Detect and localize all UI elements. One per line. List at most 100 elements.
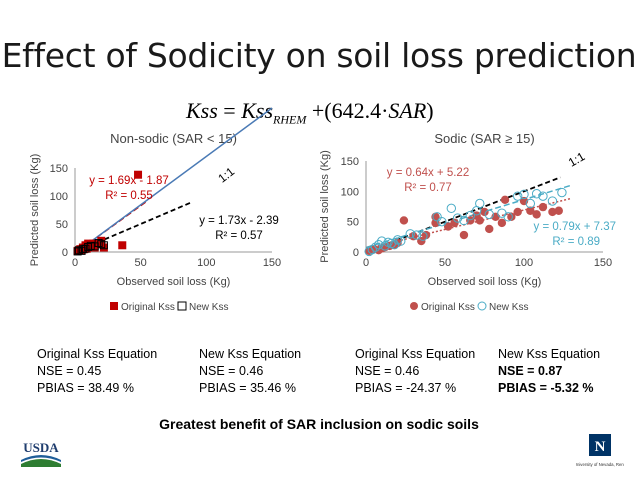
sodic-point-new — [475, 198, 485, 209]
sodic-equation-0: y = 0.64x + 5.22 — [387, 167, 469, 179]
nonsodic-legend-label-0: Original Kss — [121, 302, 175, 313]
formula-close: ) — [426, 98, 434, 123]
stats-heading: New Kss Equation — [498, 347, 601, 361]
nonsodic-x-tick-label: 150 — [263, 257, 281, 269]
university-logo: N University of Nevada, Reno — [576, 434, 624, 467]
sodic-point-new — [446, 203, 457, 214]
sodic-point-original — [480, 207, 489, 217]
sodic-point-original — [538, 202, 548, 212]
formula-rhs-sub: RHEM — [273, 112, 307, 127]
nonsodic-one-to-one-label: 1:1 — [215, 164, 237, 186]
sodic-point-original — [532, 210, 541, 219]
nonsodic-y-axis-label: Predicted soil loss (Kg) — [29, 154, 41, 267]
stats-heading: Original Kss Equation — [37, 347, 158, 361]
sodic-y-tick-label: 50 — [347, 217, 359, 229]
sodic-legend-marker-0 — [410, 302, 418, 310]
kss-formula: Kss = KssRHEM +(642.4·SAR) — [186, 98, 434, 127]
sodic-point-new — [370, 242, 381, 252]
nonsodic-legend-marker-1 — [177, 301, 187, 311]
sodic-point-new — [525, 198, 536, 209]
nonsodic-chart-title: Non-sodic (SAR < 15) — [110, 131, 237, 146]
sodic-point-new — [503, 212, 513, 222]
nonsodic-point-new — [81, 244, 90, 253]
sodic-point-original — [548, 207, 557, 217]
sodic-legend-label-1: New Kss — [489, 302, 528, 313]
formula-lhs: Kss — [186, 98, 218, 123]
nonsodic-x-axis-label: Observed soil loss (Kg) — [117, 276, 231, 288]
formula-sar: SAR — [388, 98, 427, 123]
sodic-y-tick-label: 0 — [353, 247, 359, 259]
sodic-point-new — [396, 236, 406, 246]
sodic-point-original — [554, 206, 563, 215]
sodic-x-tick-label: 100 — [515, 257, 533, 269]
sodic-point-new — [484, 209, 494, 220]
nonsodic-legend-marker-0 — [110, 302, 118, 310]
sodic-point-original — [450, 218, 459, 228]
slide-title: Effect of Sodicity on soil loss predicti… — [1, 36, 637, 75]
nonsodic-equation-1: y = 1.73x - 2.39 — [199, 215, 279, 227]
sodic-point-original — [421, 230, 431, 240]
nonsodic-point-new — [78, 245, 87, 254]
nonsodic-point-new — [99, 241, 108, 250]
sodic-point-original — [459, 230, 469, 240]
sodic-point-new — [411, 230, 422, 240]
sodic-one-to-one-label: 1:1 — [566, 149, 588, 170]
formula-dot: · — [381, 98, 389, 123]
stats-nse: NSE = 0.87 — [498, 364, 563, 378]
sodic-point-new — [531, 189, 542, 199]
stats-heading: New Kss Equation — [199, 347, 302, 361]
stats-pbias: PBIAS = -5.32 % — [498, 381, 594, 395]
nonsodic-point-new — [97, 240, 106, 249]
stats-sodic-new: New Kss Equation NSE = 0.87 PBIAS = -5.3… — [498, 346, 600, 397]
stats-pbias: PBIAS = 38.49 % — [37, 381, 134, 395]
sodic-point-new — [465, 210, 475, 221]
nonsodic-point-new — [94, 239, 103, 248]
sodic-point-new — [367, 244, 378, 255]
stats-pbias: PBIAS = -24.37 % — [355, 381, 457, 395]
sodic-equation-1: y = 0.79x + 7.37 — [534, 221, 616, 233]
nonsodic-point-original — [118, 241, 127, 250]
sodic-point-new — [437, 216, 447, 227]
sodic-point-new — [459, 215, 469, 226]
sodic-r2-0: R² = 0.77 — [404, 182, 452, 194]
sodic-point-new — [547, 196, 558, 206]
sodic-point-new — [519, 189, 529, 200]
sodic-point-original — [485, 224, 494, 234]
sodic-point-original — [497, 218, 507, 228]
stats-heading: Original Kss Equation — [355, 347, 476, 361]
sodic-x-tick-label: 0 — [363, 257, 369, 269]
sodic-r2-1: R² = 0.89 — [552, 236, 600, 248]
nonsodic-y-tick-label: 50 — [56, 219, 68, 231]
nonsodic-y-tick-label: 0 — [62, 247, 68, 259]
svg-text:USDA: USDA — [23, 440, 59, 455]
stats-nse: NSE = 0.46 — [355, 364, 420, 378]
sodic-y-tick-label: 150 — [341, 156, 359, 168]
nonsodic-y-tick-label: 150 — [50, 163, 68, 175]
sodic-point-original — [507, 212, 516, 222]
sodic-point-original — [466, 216, 475, 225]
sodic-legend-marker-1 — [477, 301, 487, 311]
nonsodic-r2-0: R² = 0.55 — [105, 190, 153, 202]
sodic-point-new — [377, 236, 387, 246]
nonsodic-equation-0: y = 1.69x - 1.87 — [89, 175, 169, 187]
nonsodic-legend-label-1: New Kss — [189, 302, 228, 313]
nonsodic-y-tick-label: 100 — [50, 191, 68, 203]
sodic-point-original — [443, 222, 453, 231]
nonsodic-x-tick-label: 0 — [72, 257, 78, 269]
chart-non-sodic: Non-sodic (SAR < 15) 0 50 100 150 0 50 100 150 Ob… — [29, 107, 281, 313]
sodic-x-tick-label: 50 — [439, 257, 451, 269]
formula-plus: +( — [311, 98, 332, 123]
sodic-x-tick-label: 150 — [594, 257, 612, 269]
nonsodic-point-original — [134, 170, 143, 179]
sodic-point-original — [500, 195, 510, 205]
nonsodic-x-tick-label: 100 — [197, 257, 215, 269]
usda-logo: USDA — [18, 438, 64, 470]
sodic-legend-label-0: Original Kss — [421, 302, 475, 313]
stats-pbias: PBIAS = 35.46 % — [199, 381, 296, 395]
nonsodic-r2-1: R² = 0.57 — [215, 230, 263, 242]
sodic-point-new — [557, 187, 567, 198]
conclusion-text: Greatest benefit of SAR inclusion on sod… — [159, 416, 479, 432]
nonsodic-x-tick-label: 50 — [135, 257, 147, 269]
sodic-point-original — [513, 207, 522, 217]
sodic-chart-title: Sodic (SAR ≥ 15) — [434, 131, 534, 146]
